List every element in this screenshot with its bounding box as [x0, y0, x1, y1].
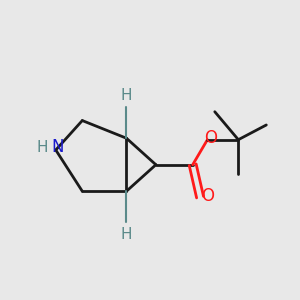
- Text: H: H: [121, 226, 132, 242]
- Text: N: N: [51, 138, 64, 156]
- Text: H: H: [37, 140, 48, 154]
- Text: O: O: [201, 187, 214, 205]
- Text: O: O: [204, 129, 217, 147]
- Text: H: H: [121, 88, 132, 103]
